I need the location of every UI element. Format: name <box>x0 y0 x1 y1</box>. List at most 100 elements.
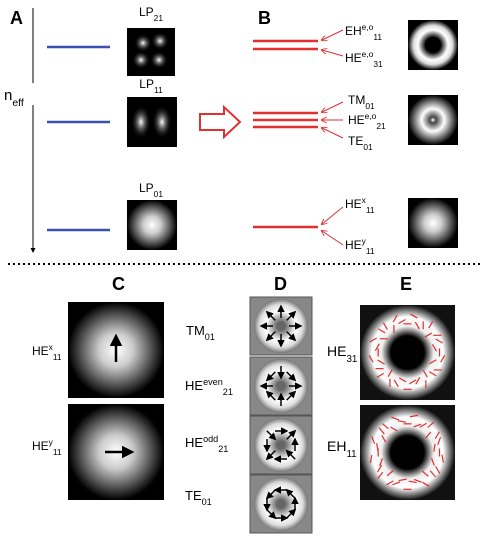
field-dash <box>408 480 417 484</box>
mode-intensity <box>408 95 458 145</box>
field-dash <box>376 372 385 378</box>
field-dash <box>369 337 377 343</box>
field-dash <box>434 431 440 440</box>
field-dash <box>377 328 386 334</box>
field-dash <box>414 321 420 330</box>
label-sub: 21 <box>154 13 164 23</box>
mode-label: TM01 <box>186 323 215 342</box>
label-base: LP <box>139 77 154 91</box>
pointer <box>322 29 344 40</box>
label-base: HE <box>32 439 49 453</box>
field-arrow <box>286 429 297 440</box>
panel-label: A <box>10 8 23 28</box>
label-base: HE <box>345 197 362 211</box>
mode-label: HEx11 <box>345 195 375 215</box>
field-dash <box>374 343 380 351</box>
mode-image <box>127 28 175 76</box>
label-base: TE <box>348 134 363 148</box>
panel-label: C <box>112 274 125 294</box>
field-dash <box>429 371 437 377</box>
label-sub: 31 <box>346 354 357 365</box>
mode-label: EHe,o11 <box>345 22 382 42</box>
field-arrow <box>286 390 297 401</box>
label-sub: eff <box>12 97 24 109</box>
field-dash <box>429 470 436 478</box>
field-arrow <box>285 449 296 460</box>
field-arrow <box>286 371 297 382</box>
mode-label: LP21 <box>139 5 163 23</box>
label-sup: e,o <box>365 111 377 121</box>
field-dash <box>393 379 399 388</box>
field-dash <box>377 471 384 479</box>
field-arrow <box>286 310 297 321</box>
field-dash <box>413 478 422 483</box>
field-dash <box>425 431 432 439</box>
field-dash <box>390 426 398 432</box>
label-sub: 21 <box>218 444 228 454</box>
mode-label: TM01 <box>348 93 375 111</box>
pointer <box>322 231 344 246</box>
label-sub: 11 <box>346 449 356 460</box>
field-dash <box>376 443 379 452</box>
field-dash <box>435 466 441 474</box>
field-dash <box>410 313 418 319</box>
field-arrow <box>265 310 276 321</box>
label-sub: 01 <box>365 101 375 111</box>
field-dash <box>429 359 437 365</box>
mode-label: neff <box>4 87 24 109</box>
field-arrow <box>286 508 297 519</box>
field-dash <box>421 470 429 477</box>
label-sub: 01 <box>363 142 373 152</box>
label-sub: 11 <box>53 447 62 457</box>
label-sup: e,o <box>362 22 374 32</box>
label-base: HE <box>185 435 203 450</box>
field-arrow <box>265 390 276 401</box>
label-sup: x <box>362 195 367 205</box>
mode-label: HEy11 <box>32 437 62 457</box>
label-sub: 11 <box>366 205 375 215</box>
field-arrow <box>265 450 276 461</box>
label-sup: odd <box>203 434 218 444</box>
label-sub: 11 <box>53 352 62 362</box>
panel-label: E <box>400 274 412 294</box>
mode-label: HEeven21 <box>185 377 233 397</box>
field-arrow <box>266 430 277 441</box>
label-sub: 11 <box>154 85 163 95</box>
label-base: LP <box>139 181 154 195</box>
label-base: EH <box>327 438 346 454</box>
field-dash <box>381 423 389 430</box>
field-arrow <box>265 331 276 342</box>
label-base: HE <box>345 51 362 65</box>
label-sub: 21 <box>376 121 386 131</box>
label-base: TM <box>348 93 365 107</box>
mode-label: LP11 <box>139 77 163 95</box>
field-dash <box>408 379 417 385</box>
field-arrow <box>285 488 296 499</box>
field-dash <box>377 464 383 473</box>
label-base: n <box>4 87 12 104</box>
field-dash <box>378 427 385 435</box>
field-dash <box>437 437 442 445</box>
label-sub: 31 <box>373 59 383 69</box>
field-dash <box>379 458 384 467</box>
mode-label: TE01 <box>348 134 373 152</box>
mode-label: EH11 <box>327 438 357 460</box>
label-base: HE <box>348 113 365 127</box>
label-sub: 11 <box>373 32 382 42</box>
mode-intensity <box>127 200 177 250</box>
mode-label: HE31 <box>327 343 357 365</box>
lobe <box>131 105 151 139</box>
label-base: TE <box>185 488 202 503</box>
mode-intensity <box>360 405 455 500</box>
label-sub: 01 <box>154 189 164 199</box>
field-dash <box>413 423 422 428</box>
field-dash <box>398 478 407 482</box>
field-dash <box>387 369 393 377</box>
panel-label: B <box>258 8 271 28</box>
field-dash <box>428 321 434 329</box>
field-dash <box>435 338 443 344</box>
mode-intensity <box>408 20 458 70</box>
field-dash <box>430 457 435 466</box>
mode-label: HEe,o21 <box>348 111 386 131</box>
lobe <box>150 51 168 69</box>
